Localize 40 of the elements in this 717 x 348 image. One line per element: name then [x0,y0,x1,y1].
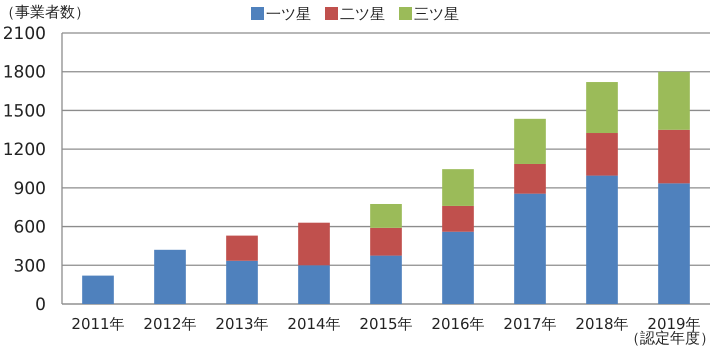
y-tick-label: 600 [14,218,46,238]
bar [370,256,402,304]
bar [442,169,474,206]
bar [370,204,402,228]
bar [514,194,546,304]
bar [586,82,618,134]
bar [226,236,258,261]
y-axis-title: （事業者数） [0,3,90,21]
bar [442,206,474,232]
x-tick-label: 2017年 [503,315,557,333]
bar [658,72,690,130]
y-tick-label: 1200 [2,140,46,160]
y-tick-label: 900 [14,178,46,199]
bar [586,133,618,176]
y-tick-label: 2100 [2,24,46,44]
x-tick-label: 2013年 [215,315,269,333]
x-tick-label: 2016年 [431,315,485,333]
legend-label: 一ツ星 [266,5,311,23]
bar [586,176,618,304]
legend-label: 二ツ星 [340,5,385,23]
y-tick-label: 0 [35,295,46,315]
bar [226,260,258,304]
legend-label: 三ツ星 [414,5,459,23]
bar [154,250,186,304]
bar [658,183,690,304]
bar [298,222,330,266]
bar [514,118,546,164]
x-tick-label: 2012年 [143,315,197,333]
bar [370,228,402,256]
bar [442,232,474,304]
x-tick-label: 2014年 [287,315,341,333]
bar [298,265,330,304]
bar [82,276,114,304]
x-tick-label: 2011年 [71,315,125,333]
y-tick-label: 300 [14,256,46,276]
x-tick-label: 2015年 [359,315,413,333]
bar [514,164,546,194]
y-tick-label: 1800 [2,62,46,83]
bar [658,130,690,184]
y-tick-label: 1500 [2,101,46,122]
